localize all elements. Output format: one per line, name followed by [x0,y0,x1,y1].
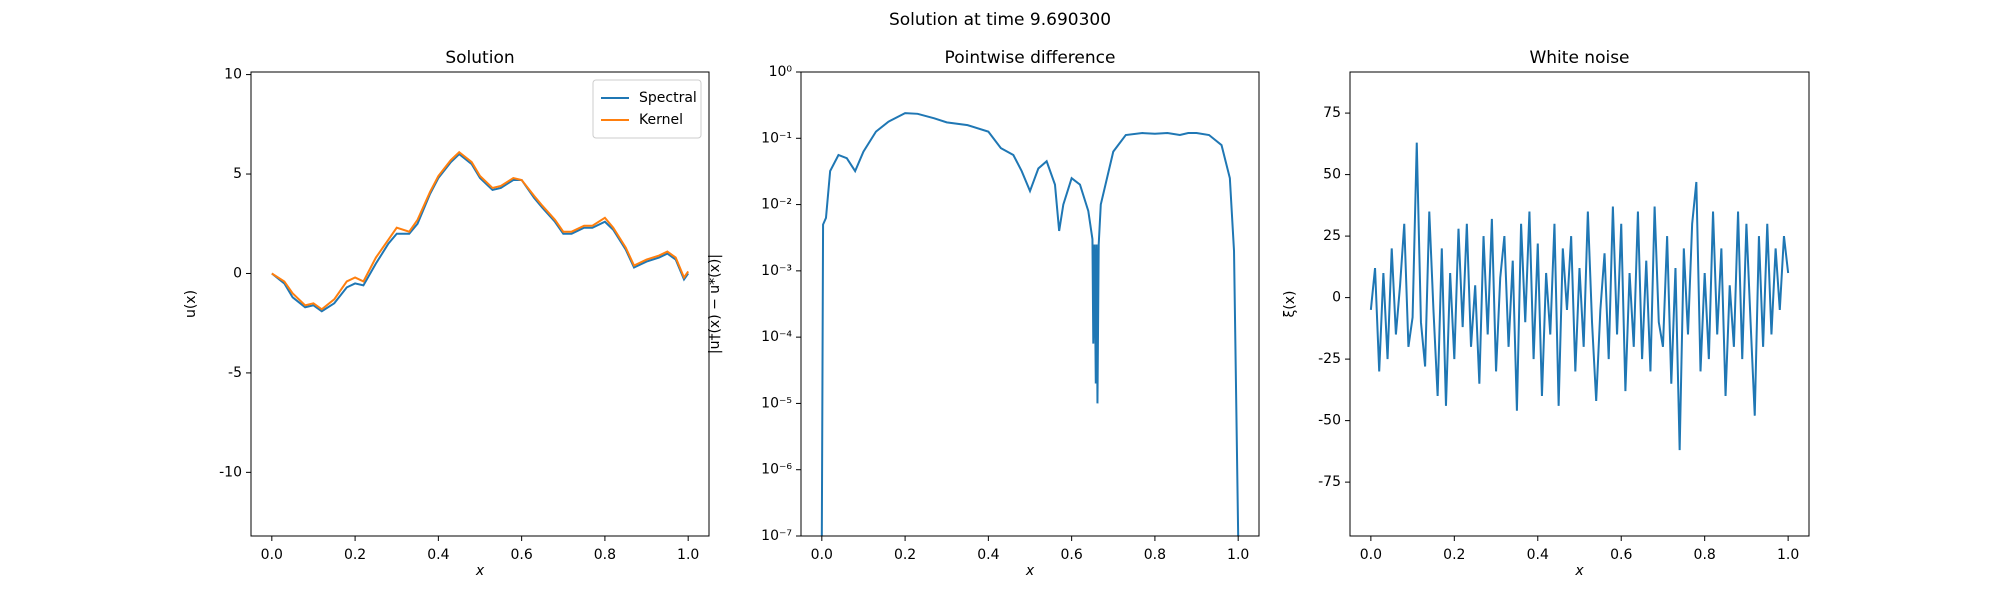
x-tick-label: 0.2 [344,547,366,563]
y-tick-label: -50 [1318,413,1341,429]
data-line [820,112,1240,536]
chart-title: Solution [445,48,514,68]
x-tick-label: 0.6 [1610,547,1632,563]
x-tick-label: 0.8 [1144,547,1166,563]
y-tick-label: 10 [224,67,242,83]
legend-label: Spectral [639,90,697,106]
x-tick-label: 0.4 [1527,547,1549,563]
legend-label: Kernel [639,112,683,128]
chart-title: Pointwise difference [945,48,1116,68]
x-tick-label: 0.6 [511,547,533,563]
x-axis-label: x [475,563,485,579]
x-tick-label: 0.0 [811,547,833,563]
x-tick-label: 1.0 [677,547,699,563]
y-tick-label: 0 [1332,290,1341,306]
data-line [271,150,690,311]
y-tick-label: 75 [1323,105,1341,121]
x-tick-label: 0.4 [427,547,449,563]
axes-frame [250,71,710,537]
x-axis-label: x [1025,563,1035,579]
y-tick-label: 10⁻⁷ [761,528,792,544]
y-tick-label: 10⁻⁶ [761,462,792,478]
axes-frame [800,71,1260,537]
axes-frame [1349,71,1810,537]
x-tick-label: 0.8 [594,547,616,563]
y-axis-label: ξ(x) [1282,290,1298,317]
x-tick-label: 1.0 [1777,547,1799,563]
chart-title: White noise [1529,48,1629,68]
x-tick-label: 0.2 [1443,547,1465,563]
x-tick-label: 0.0 [261,547,283,563]
x-tick-label: 0.8 [1694,547,1716,563]
y-tick-label: 10⁻⁴ [761,329,792,345]
y-tick-label: 10⁻⁵ [761,395,792,411]
x-tick-label: 1.0 [1227,547,1249,563]
y-tick-label: 25 [1323,228,1341,244]
x-tick-label: 0.2 [894,547,916,563]
y-tick-label: 10⁻² [761,197,792,213]
y-tick-label: 10⁻³ [761,263,792,279]
x-tick-label: 0.0 [1360,547,1382,563]
data-line [1369,142,1790,451]
y-axis-label: |u†(x) − u*(x)| [707,254,723,354]
y-tick-label: 10⁻¹ [761,130,792,146]
y-axis-label: u(x) [183,290,199,318]
y-tick-label: 5 [233,166,242,182]
x-axis-label: x [1574,563,1584,579]
y-tick-label: 50 [1323,167,1341,183]
y-tick-label: -5 [228,365,242,381]
x-tick-label: 0.4 [977,547,999,563]
y-tick-label: -25 [1318,351,1341,367]
figure-title: Solution at time 9.690300 [889,10,1111,30]
y-tick-label: -75 [1318,474,1341,490]
y-tick-label: -10 [219,464,242,480]
y-tick-label: 0 [233,265,242,281]
legend-box [592,79,702,139]
data-line [271,152,690,313]
x-tick-label: 0.6 [1061,547,1083,563]
y-tick-label: 10⁰ [769,64,793,80]
